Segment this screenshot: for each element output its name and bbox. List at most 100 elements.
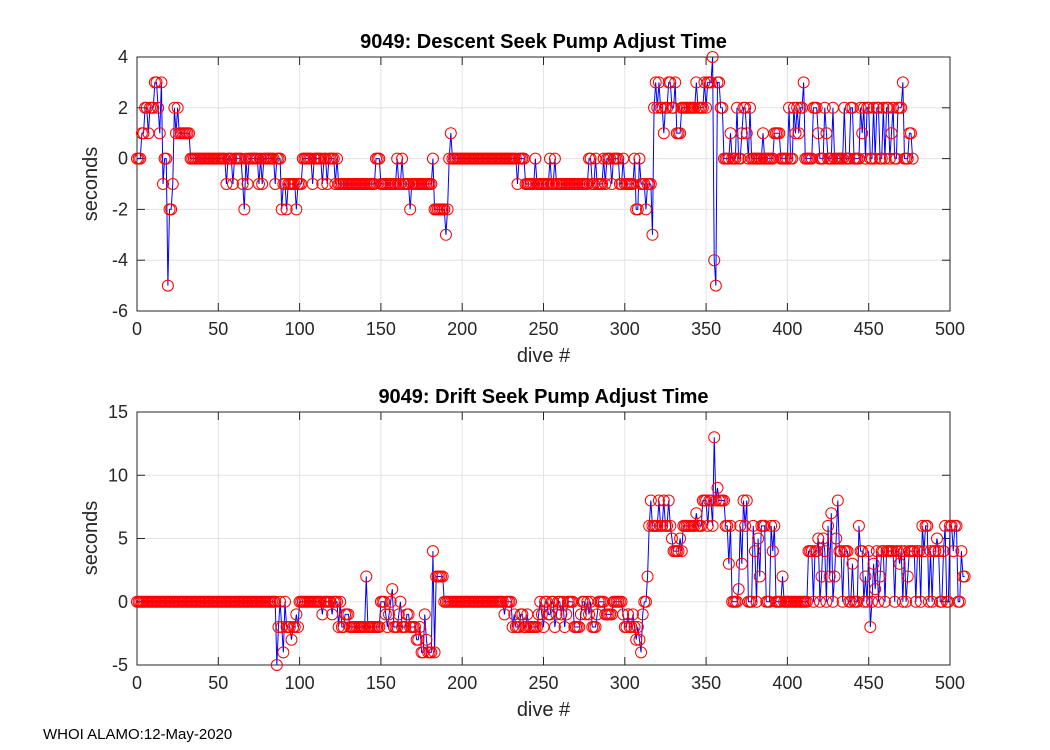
data-point [557, 595, 570, 608]
data-point [721, 519, 734, 532]
data-point [275, 203, 288, 216]
data-point [930, 532, 943, 545]
data-point [704, 76, 717, 89]
data-point [752, 532, 765, 545]
data-point [924, 545, 937, 558]
data-point [867, 557, 880, 570]
x-tick-label: 300 [610, 319, 640, 339]
data-point [843, 152, 856, 165]
data-point [165, 203, 178, 216]
data-point [900, 595, 913, 608]
data-point [708, 254, 721, 267]
data-point [869, 583, 882, 596]
data-point [306, 178, 319, 190]
data-point [384, 595, 397, 608]
data-point [402, 608, 415, 621]
data-point [290, 203, 303, 216]
data-point [709, 494, 722, 507]
data-point [869, 152, 882, 165]
data-point [786, 152, 799, 165]
data-point [635, 646, 648, 659]
data-point [331, 152, 343, 165]
x-tick-label: 100 [285, 319, 315, 339]
x-tick-label: 500 [935, 319, 965, 339]
data-point [548, 152, 561, 165]
x-tick-label: 200 [447, 673, 477, 693]
data-point [633, 633, 646, 646]
footer-stamp: WHOI ALAMO:12-May-2020 [43, 726, 233, 743]
data-point [656, 519, 669, 532]
data-point [789, 127, 802, 140]
data-point [859, 570, 872, 583]
data-point [826, 595, 839, 608]
data-point [768, 519, 781, 532]
data-point [662, 494, 675, 507]
data-point [937, 545, 950, 558]
x-tick-label: 250 [528, 319, 558, 339]
data-point [955, 545, 968, 558]
data-point [394, 595, 407, 608]
data-point [225, 152, 238, 165]
data-point [604, 152, 617, 165]
data-point [822, 519, 835, 532]
data-point [818, 101, 831, 114]
data-point [887, 101, 900, 114]
data-point [661, 519, 674, 532]
data-point [878, 595, 891, 608]
data-point [392, 608, 405, 621]
data-point [896, 595, 909, 608]
data-point [412, 633, 425, 646]
data-point [418, 608, 431, 621]
x-tick-label: 400 [772, 673, 802, 693]
data-point [638, 178, 651, 190]
data-point [584, 152, 597, 165]
data-point [277, 646, 290, 659]
data-point [628, 621, 641, 634]
data-point [226, 178, 239, 190]
data-point [134, 152, 147, 165]
data-point [168, 101, 181, 114]
data-point [327, 152, 340, 165]
data-point [160, 152, 173, 165]
data-point [883, 152, 896, 165]
data-point [652, 494, 665, 507]
x-tick-label: 0 [132, 673, 142, 693]
data-point [236, 178, 249, 190]
data-point [391, 621, 404, 634]
data-point [404, 203, 417, 216]
data-point [765, 519, 778, 532]
data-point [657, 127, 670, 140]
data-point [706, 51, 719, 63]
data-point [288, 178, 301, 190]
data-point [748, 545, 761, 558]
data-point [612, 152, 625, 165]
data-point [877, 545, 890, 558]
data-point [758, 519, 771, 532]
x-tick-label: 350 [691, 319, 721, 339]
data-point [316, 178, 329, 190]
data-point [326, 608, 339, 621]
data-point [958, 570, 971, 583]
chart-title: 9049: Descent Seek Pump Adjust Time [360, 31, 727, 53]
data-point [696, 101, 709, 114]
data-point [716, 101, 729, 114]
data-point [331, 595, 343, 608]
data-point [283, 621, 296, 634]
x-tick-label: 0 [132, 319, 142, 339]
data-point [812, 127, 825, 140]
data-point [428, 646, 441, 659]
data-point [898, 545, 911, 558]
x-tick-label: 150 [366, 319, 396, 339]
data-point [547, 595, 560, 608]
data-point [841, 545, 854, 558]
data-point [690, 507, 703, 520]
data-point [797, 76, 810, 89]
data-point [896, 76, 909, 89]
data-point [698, 76, 711, 89]
data-point [342, 608, 355, 621]
data-point [916, 519, 929, 532]
data-point [399, 621, 412, 634]
data-point [267, 152, 280, 165]
